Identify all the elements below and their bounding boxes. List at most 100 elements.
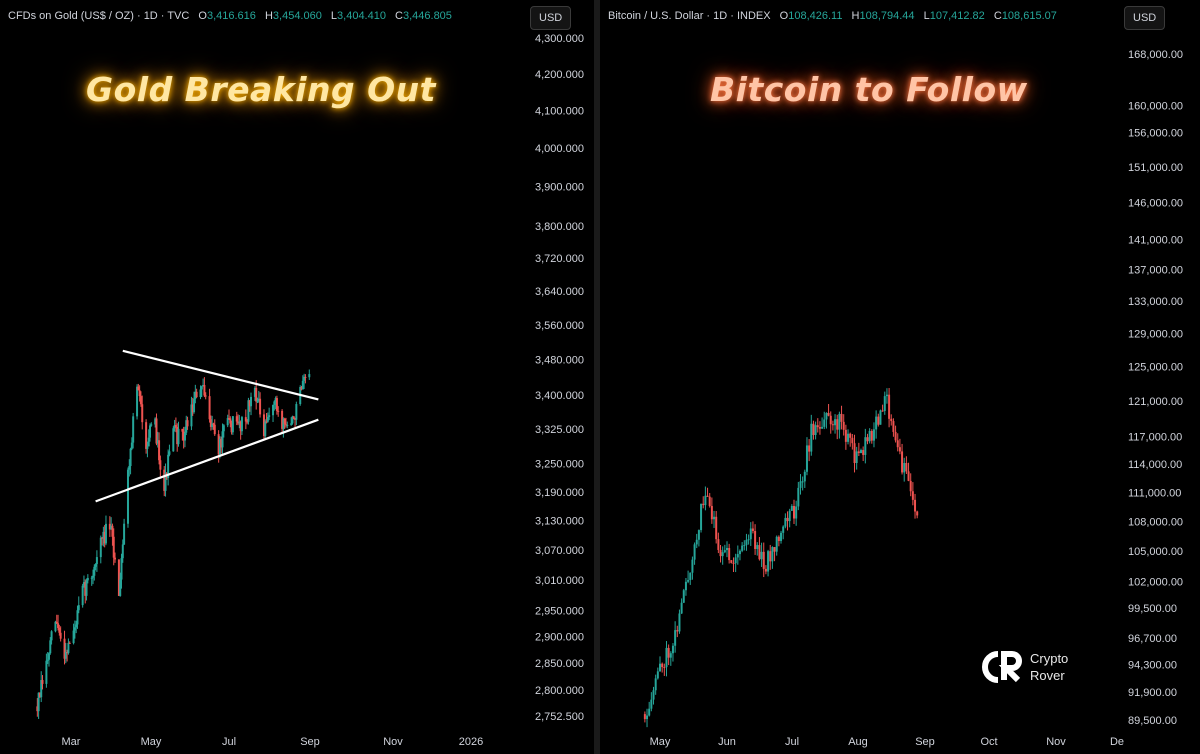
y-tick-label: 146,000.00 — [1128, 197, 1183, 209]
y-tick-label: 105,000.00 — [1128, 546, 1183, 558]
gold-close-value: 3,446.805 — [402, 10, 452, 22]
x-tick-label: Oct — [980, 736, 997, 748]
candle-body — [304, 376, 307, 378]
candle-body — [855, 451, 858, 464]
candle-body — [190, 404, 193, 427]
y-tick-label: 121,000.00 — [1128, 396, 1183, 408]
y-tick-label: 3,250.000 — [535, 458, 584, 470]
candle-body — [687, 580, 690, 582]
candle-body — [691, 559, 694, 573]
pane-divider[interactable] — [594, 0, 600, 754]
candle-body — [808, 445, 811, 452]
candle-body — [652, 690, 655, 700]
candle-body — [862, 450, 865, 455]
candle-body — [851, 437, 854, 444]
candle-body — [821, 426, 824, 429]
btc-symbol-name: Bitcoin / U.S. Dollar · 1D · INDEX — [608, 10, 771, 22]
candle-body — [138, 390, 141, 397]
candle-body — [112, 536, 115, 558]
btc-currency-button[interactable]: USD — [1124, 6, 1166, 30]
gold-high-value: 3,454.060 — [272, 10, 322, 22]
gold-chart-pane[interactable]: CFDs on Gold (US$ / OZ) · 1D · TVC O3,41… — [0, 0, 594, 754]
candle-body — [274, 398, 277, 402]
candle-body — [174, 425, 177, 428]
candle-body — [700, 503, 703, 531]
candle-body — [103, 531, 106, 544]
candle-body — [110, 525, 113, 530]
candle-body — [860, 450, 862, 454]
candle-body — [743, 545, 746, 547]
candle-body — [721, 552, 724, 557]
candle-body — [726, 548, 728, 551]
candle-body — [738, 550, 741, 555]
candle-body — [255, 387, 258, 402]
gold-chart-svg[interactable]: 4,300.000 4,200.000 4,100.000 4,000.000 3,90… — [0, 0, 594, 754]
candle-body — [76, 610, 79, 625]
candle-body — [55, 621, 58, 624]
candle-body — [758, 545, 761, 560]
candle-body — [797, 487, 800, 507]
y-tick-label: 137,000.00 — [1128, 265, 1183, 277]
candle-body — [708, 496, 711, 506]
candle-body — [284, 424, 287, 426]
y-tick-label: 133,000.00 — [1128, 296, 1183, 308]
x-tick-label: 2026 — [459, 736, 483, 748]
y-tick-label: 3,640.000 — [535, 286, 584, 298]
candle-body — [719, 549, 722, 557]
candle-body — [185, 420, 188, 433]
candle-body — [203, 385, 206, 396]
candle-body — [844, 429, 847, 442]
candle-body — [754, 530, 757, 549]
candle-body — [656, 671, 659, 679]
candle-body — [81, 585, 84, 606]
candle-body — [167, 454, 170, 479]
y-tick-label: 108,000.00 — [1128, 516, 1183, 528]
candle-body — [295, 404, 298, 420]
btc-chart-pane[interactable]: Bitcoin / U.S. Dollar · 1D · INDEX O108,… — [600, 0, 1200, 754]
gold-currency-button[interactable]: USD — [530, 6, 572, 30]
candle-body — [883, 396, 886, 411]
candle-body — [659, 663, 661, 672]
candle-body — [793, 505, 795, 519]
candle-body — [723, 550, 726, 553]
btc-open-value: 108,426.11 — [788, 10, 843, 22]
y-tick-label: 141,000.00 — [1128, 234, 1183, 246]
candle-body — [266, 416, 269, 422]
candle-body — [240, 417, 243, 432]
candle-body — [204, 395, 207, 397]
candle-body — [834, 419, 837, 426]
candle-body — [156, 440, 159, 444]
candle-body — [667, 647, 670, 658]
candle-body — [732, 562, 735, 564]
candle-body — [689, 572, 692, 581]
candle-body — [177, 428, 180, 445]
candle-body — [741, 545, 744, 551]
candle-body — [643, 714, 646, 720]
x-tick-label: Mar — [62, 736, 81, 748]
y-tick-label: 4,200.000 — [535, 69, 584, 81]
candle-body — [730, 560, 733, 563]
candle-body — [221, 431, 224, 448]
candle-body — [248, 400, 251, 407]
candle-body — [90, 577, 93, 579]
y-tick-label: 111,000.00 — [1128, 487, 1181, 499]
candle-body — [898, 447, 901, 452]
candle-body — [799, 481, 802, 488]
candle-body — [119, 579, 122, 596]
y-tick-label: 151,000.00 — [1128, 162, 1183, 174]
candle-body — [695, 539, 698, 545]
candle-body — [916, 511, 919, 516]
candle-body — [58, 628, 61, 633]
y-tick-label: 4,300.000 — [535, 33, 584, 45]
candle-body — [41, 680, 44, 684]
candle-body — [265, 421, 268, 423]
btc-chart-svg[interactable]: 168,000.00 160,000.00 156,000.00 151,000.00… — [600, 0, 1200, 754]
y-tick-label: 2,800.000 — [535, 685, 584, 697]
candle-body — [914, 499, 917, 512]
candle-body — [801, 481, 804, 483]
x-tick-label: Jun — [718, 736, 736, 748]
candle-body — [853, 443, 856, 464]
candle-body — [784, 517, 787, 527]
candle-body — [262, 414, 265, 436]
candle-body — [54, 621, 57, 632]
